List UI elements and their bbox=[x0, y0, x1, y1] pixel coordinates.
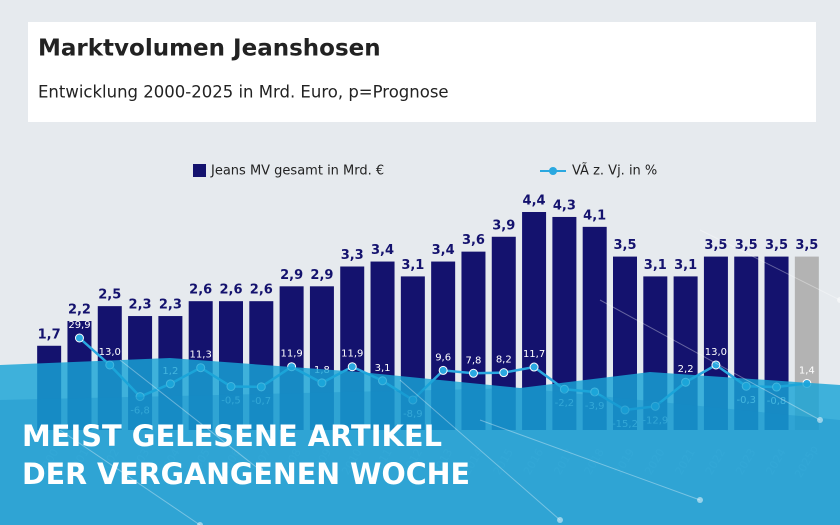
network-line bbox=[119, 359, 261, 471]
bar-value-label: 2,9 bbox=[280, 268, 303, 283]
line-marker bbox=[711, 360, 721, 370]
chart-subtitle: Entwicklung 2000-2025 in Mrd. Euro, p=Pr… bbox=[38, 83, 449, 102]
title-box bbox=[28, 22, 816, 122]
banner: MEIST GELESENE ARTIKEL DER VERGANGENEN WO… bbox=[0, 229, 840, 525]
banner-bg bbox=[0, 358, 840, 525]
line-marker bbox=[468, 368, 478, 378]
bar-value-label: 3,5 bbox=[765, 238, 788, 253]
bar-value-label: 3,4 bbox=[371, 243, 394, 258]
legend-swatch bbox=[193, 164, 206, 177]
bar-value-label: 4,3 bbox=[553, 198, 576, 213]
line-value-label: 13,0 bbox=[705, 347, 727, 358]
bar-value-label: 3,1 bbox=[674, 258, 697, 273]
banner-shade bbox=[0, 388, 840, 525]
bar-value-label: 2,6 bbox=[250, 283, 273, 298]
bar-value-label: 4,1 bbox=[583, 208, 606, 223]
bar-value-label: 2,3 bbox=[159, 298, 182, 313]
line-value-label: 11,7 bbox=[523, 349, 545, 360]
network-node bbox=[197, 522, 203, 525]
bar-value-label: 3,5 bbox=[735, 238, 758, 253]
legend-label: Jeans MV gesamt in Mrd. € bbox=[210, 164, 384, 179]
bar-value-label: 4,4 bbox=[523, 194, 546, 209]
bar-value-label: 3,1 bbox=[401, 258, 424, 273]
bar-value-label: 1,7 bbox=[38, 327, 61, 342]
line-value-label: 7,8 bbox=[466, 355, 482, 366]
line-value-label: 1,4 bbox=[799, 365, 815, 376]
bar-value-label: 2,9 bbox=[310, 268, 333, 283]
network-node bbox=[837, 297, 840, 303]
bar-value-label: 2,5 bbox=[98, 288, 121, 303]
bar-value-label: 3,1 bbox=[644, 258, 667, 273]
network-node bbox=[817, 417, 823, 423]
bar-value-label: 3,3 bbox=[341, 248, 364, 263]
line-marker bbox=[347, 362, 357, 372]
line-value-label: 13,0 bbox=[99, 347, 121, 358]
legend-label: VÃ z. Vj. in % bbox=[572, 163, 657, 179]
legend-marker bbox=[549, 167, 557, 175]
network-node bbox=[257, 467, 263, 473]
bar-value-label: 3,5 bbox=[613, 238, 636, 253]
network-node bbox=[557, 517, 563, 523]
bar-value-label: 2,6 bbox=[219, 283, 242, 298]
bar-value-label: 3,5 bbox=[704, 238, 727, 253]
line-value-label: 3,1 bbox=[375, 363, 391, 374]
chart-title: Marktvolumen Jeanshosen bbox=[38, 36, 381, 62]
bar-value-label: 2,3 bbox=[129, 298, 152, 313]
line-value-label: 29,9 bbox=[68, 320, 90, 331]
banner-text: DER VERGANGENEN WOCHE bbox=[22, 457, 470, 491]
bar-value-label: 2,6 bbox=[189, 283, 212, 298]
line-value-label: 8,2 bbox=[496, 355, 512, 366]
line-value-label: 9,6 bbox=[435, 352, 451, 363]
line-value-label: 2,2 bbox=[678, 364, 694, 375]
network-line bbox=[59, 429, 201, 525]
network-line bbox=[599, 299, 821, 421]
bar-value-label: 3,4 bbox=[432, 243, 455, 258]
line-value-label: 11,9 bbox=[341, 349, 363, 360]
banner-text: MEIST GELESENE ARTIKEL bbox=[22, 419, 442, 453]
line-marker bbox=[529, 362, 539, 372]
line-marker bbox=[74, 333, 84, 343]
bar-value-label: 3,6 bbox=[462, 233, 485, 248]
line-value-label: 11,3 bbox=[190, 350, 212, 361]
network-line bbox=[699, 229, 840, 301]
line-marker bbox=[438, 365, 448, 375]
network-line bbox=[479, 419, 701, 501]
line-value-label: 11,9 bbox=[280, 349, 302, 360]
network-line bbox=[399, 379, 561, 521]
bar-value-label: 2,2 bbox=[68, 303, 91, 318]
line-marker bbox=[499, 368, 509, 378]
bar-value-label: 3,5 bbox=[795, 238, 818, 253]
network-node bbox=[697, 497, 703, 503]
bar-value-label: 3,9 bbox=[492, 218, 515, 233]
